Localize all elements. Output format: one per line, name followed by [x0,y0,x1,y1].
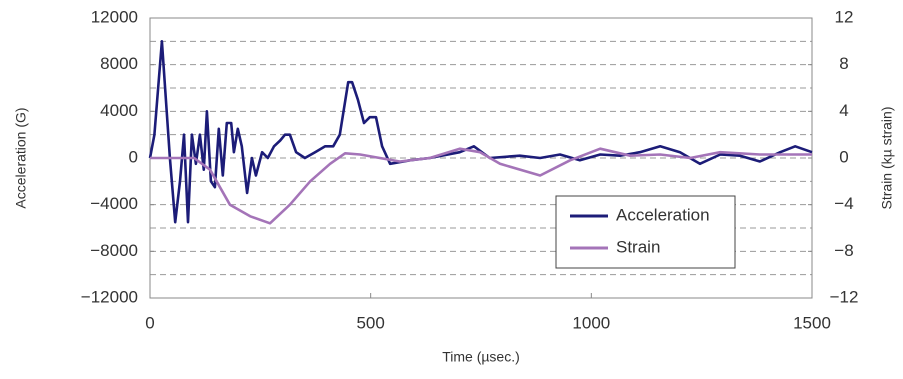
y-tick-label: −8000 [90,241,138,260]
y2-tick-label: −8 [834,241,853,260]
y2-tick-label: 8 [839,54,848,73]
y2-tick-label: 4 [839,101,848,120]
x-tick-label: 1000 [572,313,610,332]
x-tick-label: 0 [145,313,154,332]
y-axis-title: Acceleration (G) [13,107,29,208]
legend-label: Acceleration [616,205,710,224]
legend-box [555,195,736,269]
y-tick-label: 0 [129,147,138,166]
y2-tick-label: −4 [834,194,853,213]
y-tick-label: −12000 [81,287,138,306]
x-tick-label: 1500 [793,313,831,332]
y-tick-label: 4000 [100,101,138,120]
y-tick-label: 12000 [91,7,138,26]
y-tick-label: 8000 [100,54,138,73]
legend-label: Strain [616,237,660,256]
x-tick-label: 500 [356,313,384,332]
y2-tick-label: 0 [839,147,848,166]
y2-axis-title: Strain (kµ strain) [879,107,895,210]
y2-tick-label: −12 [830,287,859,306]
x-axis-title: Time (µsec.) [442,349,520,365]
y-tick-label: −4000 [90,194,138,213]
y2-tick-label: 12 [835,7,854,26]
series-line [148,40,813,224]
series-line [150,147,812,225]
